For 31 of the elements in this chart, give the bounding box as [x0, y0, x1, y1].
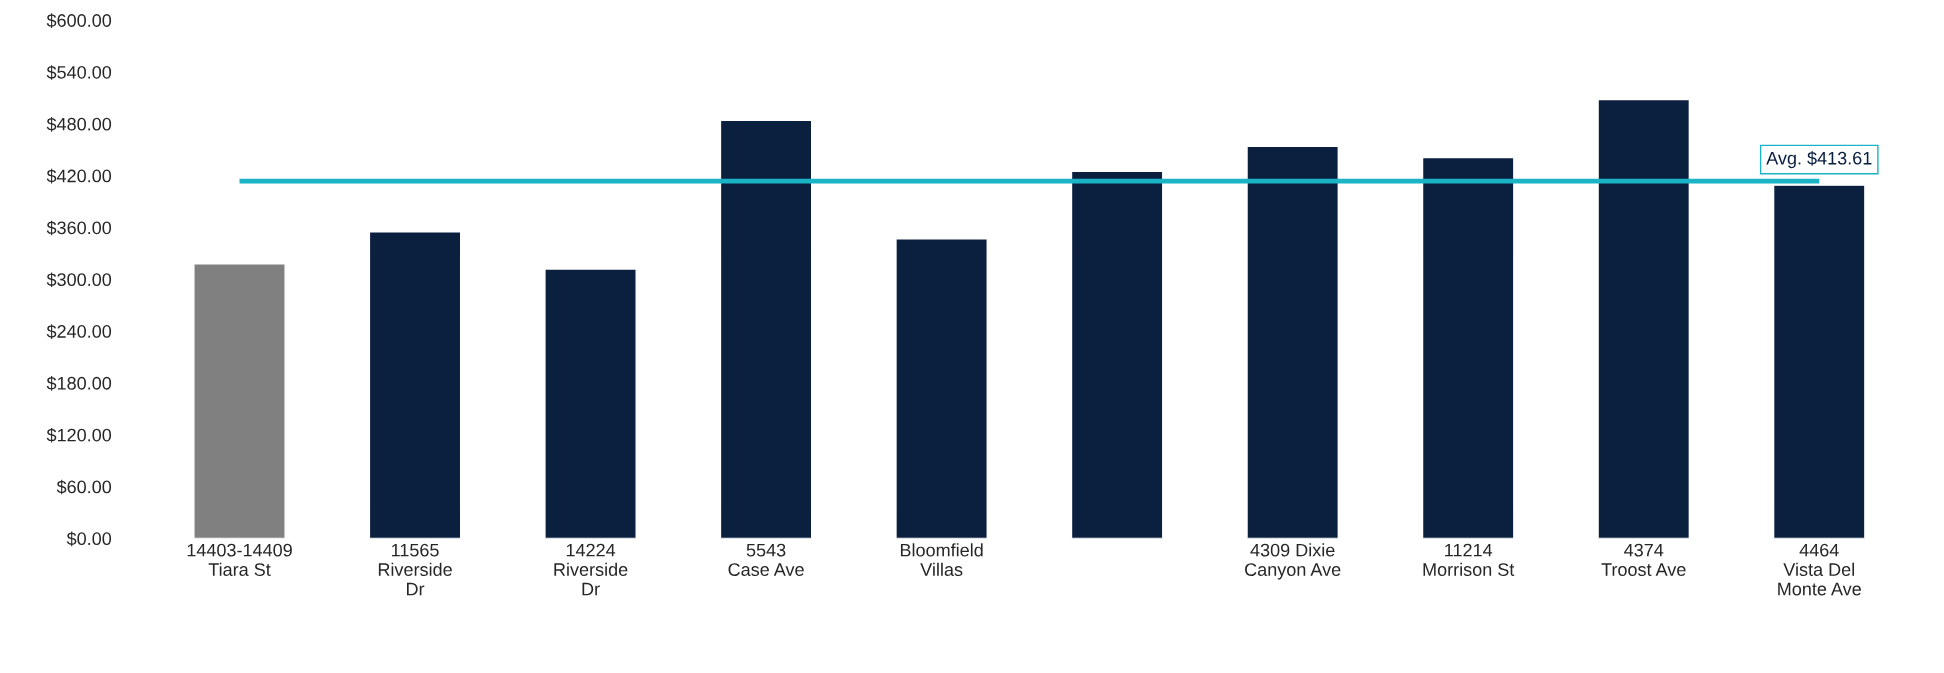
x-tick-label: 4374 Troost Ave [1601, 543, 1686, 576]
bar [1246, 145, 1339, 539]
y-tick-label: $120.00 [46, 427, 112, 443]
x-tick-label: 4464 Vista Del Monte Ave [1778, 543, 1861, 596]
bar [1421, 156, 1515, 539]
y-tick-label: $540.00 [46, 65, 112, 80]
bar [368, 231, 462, 539]
bar [1070, 170, 1164, 539]
y-tick-label: $300.00 [46, 272, 112, 288]
bar [1772, 184, 1866, 539]
ref-line-label: Avg. $413.61 [1766, 151, 1872, 169]
y-tick-label: $240.00 [46, 324, 112, 339]
y-tick-label: $420.00 [46, 168, 112, 184]
y-tick-label: $180.00 [46, 376, 112, 391]
y-tick-label: $480.00 [46, 117, 112, 132]
y-tick-label: $0.00 [66, 531, 112, 547]
y-tick-label: $600.00 [46, 13, 112, 28]
x-tick-label: Bloomfield Villas [900, 543, 983, 576]
x-tick-label: 4309 Dixie Canyon Ave [1245, 543, 1341, 580]
x-tick-label: 11214 Morrison St [1423, 543, 1515, 576]
bar [193, 263, 286, 539]
x-tick-label: 11565 Riverside Dr [378, 543, 452, 596]
x-tick-label: 5543 Case Ave [728, 543, 804, 576]
bar [895, 238, 988, 539]
bar [1597, 98, 1691, 539]
bar [719, 119, 813, 539]
x-tick-label: 14224 Riverside Dr [554, 543, 628, 596]
y-tick-label: $60.00 [56, 479, 112, 495]
y-tick-label: $360.00 [46, 220, 112, 236]
bar [544, 268, 637, 539]
x-tick-label: 14403-14409 Tiara St [187, 543, 292, 576]
